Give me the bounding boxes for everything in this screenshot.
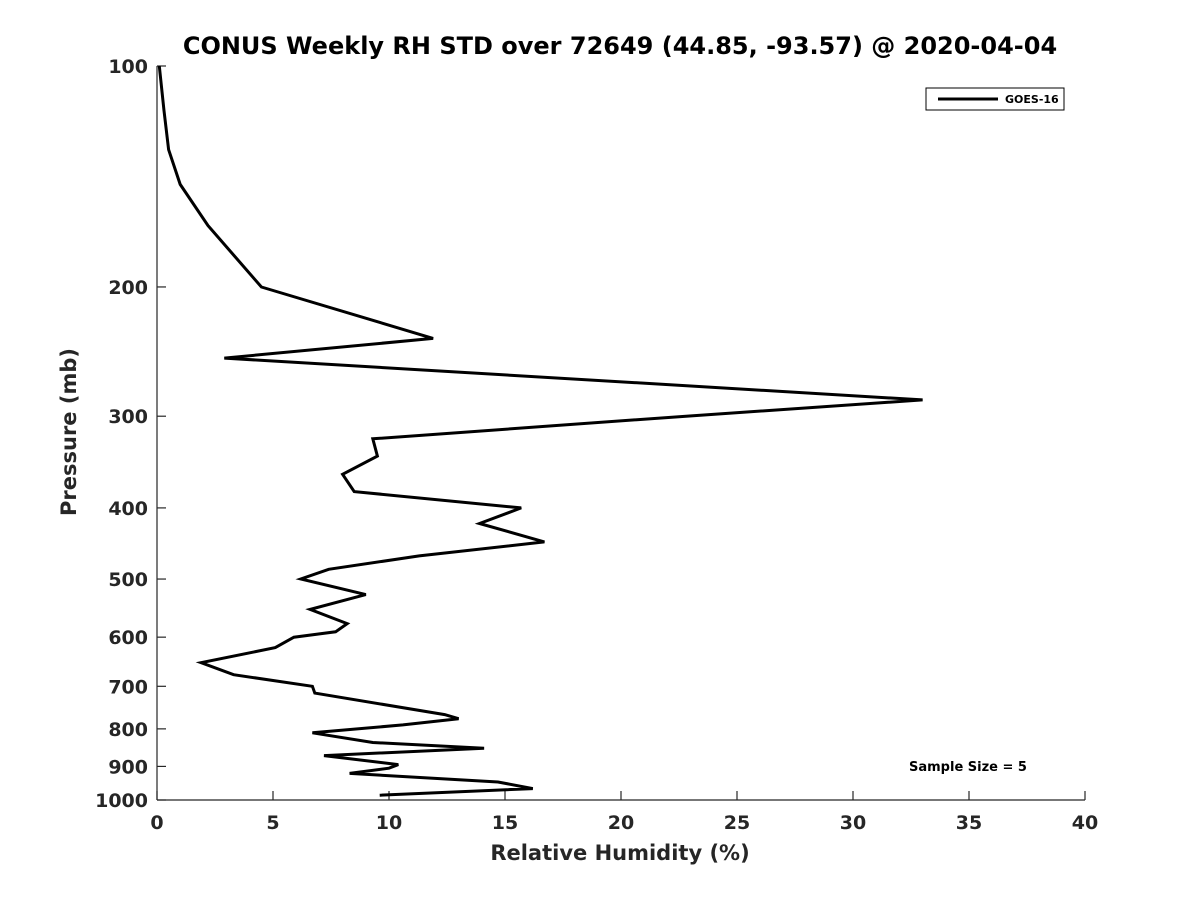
x-tick-label: 10 [376, 812, 402, 834]
y-tick-label: 900 [108, 756, 148, 778]
x-tick-label: 25 [724, 812, 750, 834]
y-tick-label: 100 [108, 56, 148, 78]
y-tick-label: 400 [108, 498, 148, 520]
x-tick-label: 30 [840, 812, 866, 834]
y-tick-label: 200 [108, 277, 148, 299]
x-tick-label: 20 [608, 812, 634, 834]
y-tick-label: 800 [108, 719, 148, 741]
plot-area: 0 5 10 15 20 25 30 35 40 100 200 300 400 500 600 700 800… [95, 56, 1098, 834]
y-tick-label: 500 [108, 569, 148, 591]
x-tick-label: 0 [150, 812, 163, 834]
sample-size-annotation: Sample Size = 5 [909, 760, 1027, 775]
y-tick-label: 300 [108, 406, 148, 428]
y-tick-label: 1000 [95, 790, 148, 812]
x-axis-title: Relative Humidity (%) [490, 841, 749, 865]
x-tick-label: 5 [266, 812, 279, 834]
x-tick-label: 35 [956, 812, 982, 834]
x-tick-label: 15 [492, 812, 518, 834]
series-line-goes-16 [157, 65, 923, 797]
chart-title: CONUS Weekly RH STD over 72649 (44.85, -… [183, 32, 1057, 60]
y-tick-label: 700 [108, 676, 148, 698]
legend-label: GOES-16 [1005, 93, 1059, 106]
y-tick-label: 600 [108, 627, 148, 649]
y-axis-title: Pressure (mb) [57, 348, 81, 516]
legend: GOES-16 [925, 87, 1065, 111]
x-tick-label: 40 [1072, 812, 1098, 834]
